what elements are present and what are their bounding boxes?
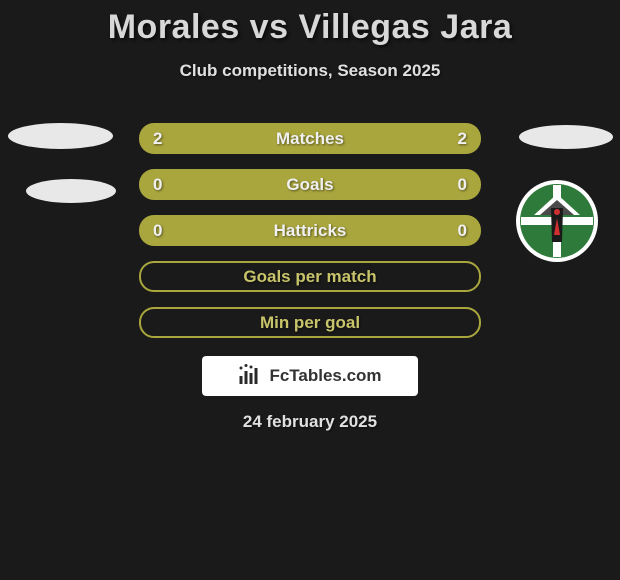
stat-left-value: 0 (153, 221, 183, 241)
stat-label: Hattricks (274, 221, 347, 241)
stat-label: Goals per match (243, 267, 376, 287)
player-photo-placeholder-left-2 (26, 179, 116, 203)
stat-row-matches: 2 Matches 2 (139, 123, 481, 154)
stat-row-goals: 0 Goals 0 (139, 169, 481, 200)
attribution-badge[interactable]: FcTables.com (202, 356, 418, 396)
stat-right-value: 2 (437, 129, 467, 149)
page-title: Morales vs Villegas Jara (0, 0, 620, 47)
stat-left-value: 0 (153, 175, 183, 195)
club-logo (516, 180, 598, 262)
player-photo-placeholder-left-1 (8, 123, 113, 149)
chart-bars-icon (238, 364, 262, 389)
stat-label: Goals (286, 175, 333, 195)
subtitle: Club competitions, Season 2025 (0, 61, 620, 81)
stat-row-min-per-goal: Min per goal (139, 307, 481, 338)
date-text: 24 february 2025 (0, 412, 620, 432)
stat-label: Min per goal (260, 313, 360, 333)
stat-label: Matches (276, 129, 344, 149)
stat-row-hattricks: 0 Hattricks 0 (139, 215, 481, 246)
stat-row-goals-per-match: Goals per match (139, 261, 481, 292)
player-photo-placeholder-right (519, 125, 613, 149)
attribution-text: FcTables.com (269, 366, 381, 386)
stat-left-value: 2 (153, 129, 183, 149)
stat-right-value: 0 (437, 175, 467, 195)
stat-right-value: 0 (437, 221, 467, 241)
